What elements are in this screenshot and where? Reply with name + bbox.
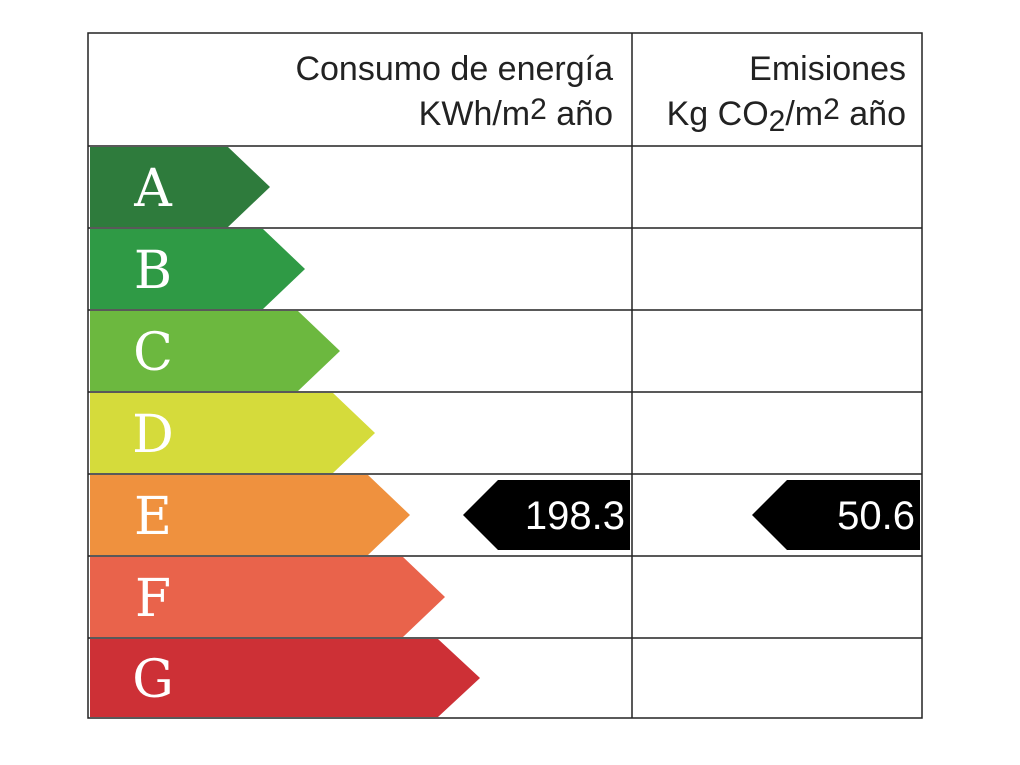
unit-sup: 2 [530, 93, 547, 126]
value-label: 198.3 [525, 494, 625, 538]
energy-title: Consumo de energía [295, 50, 613, 88]
table-border [87, 32, 923, 719]
unit-part: /m [785, 95, 823, 133]
emissions-title: Emisiones [749, 50, 906, 88]
unit-sub: 2 [769, 105, 786, 138]
rating-letter: F [135, 569, 171, 629]
unit-sup: 2 [823, 93, 840, 126]
unit-part: Kg CO [667, 95, 769, 133]
rating-letter: E [134, 487, 172, 547]
emissions-unit: Kg CO2/m2 año [667, 93, 906, 138]
value-label: 50.6 [837, 494, 915, 538]
energy-unit: KWh/m2 año [419, 93, 613, 133]
unit-part: año [547, 95, 613, 133]
rating-letter: G [132, 650, 174, 710]
rating-letter: A [133, 159, 173, 219]
rating-letter: C [133, 323, 173, 383]
rating-arrow [90, 393, 375, 473]
unit-part: KWh/m [419, 95, 530, 133]
value-marker [463, 480, 630, 550]
value-marker [752, 480, 920, 550]
rating-letter: B [134, 241, 172, 301]
rating-letter: D [132, 405, 174, 465]
rating-arrow [90, 311, 340, 391]
rating-arrow [90, 229, 305, 309]
rating-arrow [90, 639, 480, 717]
rating-arrow [90, 475, 410, 555]
rating-arrow [90, 557, 445, 637]
unit-part: año [840, 95, 906, 133]
rating-arrow [90, 147, 270, 227]
